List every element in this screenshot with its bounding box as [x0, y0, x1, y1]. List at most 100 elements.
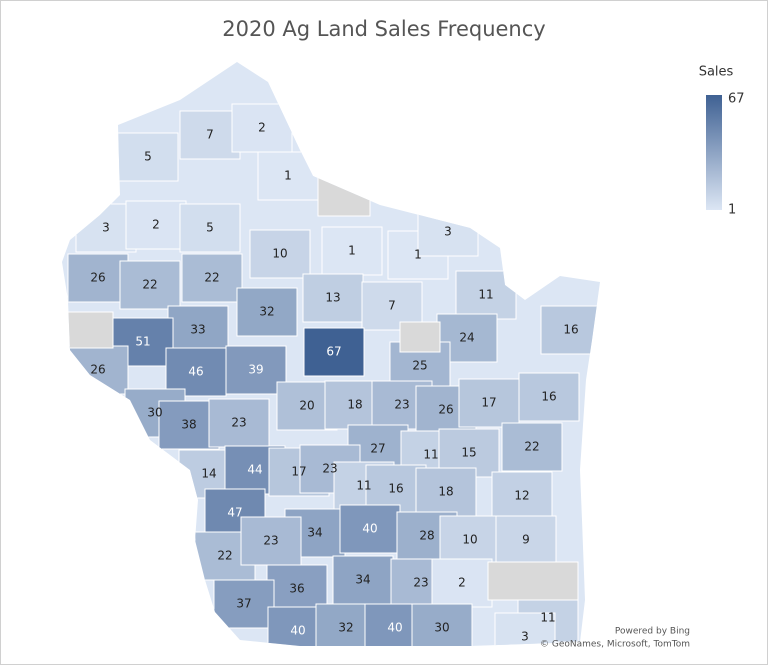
county-label: 34 — [355, 573, 370, 587]
county-label: 40 — [387, 621, 402, 635]
county-label: 44 — [247, 463, 262, 477]
legend-gradient — [706, 95, 722, 210]
county-label: 18 — [438, 485, 453, 499]
county-label: 18 — [347, 398, 362, 412]
county-label: 11 — [540, 611, 555, 625]
county-label: 7 — [388, 299, 396, 313]
county-label: 7 — [206, 128, 214, 142]
county-label: 20 — [299, 399, 314, 413]
county-label: 32 — [338, 621, 353, 635]
county-label: 25 — [412, 359, 427, 373]
no-data-county — [399, 321, 441, 353]
county — [501, 422, 563, 472]
county-label: 30 — [434, 621, 449, 635]
county-label: 3 — [521, 630, 529, 644]
county — [518, 372, 580, 422]
county — [458, 378, 520, 428]
county — [495, 515, 557, 565]
county-label: 3 — [102, 221, 110, 235]
county-label: 23 — [263, 534, 278, 548]
county-label: 9 — [522, 533, 530, 547]
county — [117, 132, 179, 182]
county — [415, 467, 477, 517]
county-label: 22 — [142, 278, 157, 292]
county-label: 12 — [514, 489, 529, 503]
county-label: 5 — [144, 150, 152, 164]
county-label: 28 — [419, 529, 434, 543]
county-label: 10 — [462, 533, 477, 547]
county-label: 33 — [190, 323, 205, 337]
county-label: 11 — [356, 479, 371, 493]
county — [181, 253, 243, 303]
county-label: 22 — [217, 549, 232, 563]
county-label: 40 — [290, 624, 305, 638]
county-label: 26 — [90, 271, 105, 285]
county-label: 15 — [461, 446, 476, 460]
county-label: 24 — [459, 331, 474, 345]
county-label: 38 — [181, 418, 196, 432]
county-label: 23 — [394, 398, 409, 412]
county-label: 1 — [284, 169, 292, 183]
county-label: 39 — [248, 363, 263, 377]
map-title: 2020 Ag Land Sales Frequency — [222, 17, 545, 41]
county-label: 10 — [272, 247, 287, 261]
county-label: 36 — [289, 582, 304, 596]
county — [249, 229, 311, 279]
county-label: 67 — [326, 345, 341, 359]
county-label: 30 — [147, 406, 162, 420]
county-label: 37 — [236, 597, 251, 611]
county-label: 1 — [348, 244, 356, 258]
county-label: 1 — [414, 248, 422, 262]
county-label: 47 — [227, 506, 242, 520]
county-label: 17 — [481, 396, 496, 410]
county — [236, 287, 298, 337]
county — [439, 515, 501, 565]
no-data-county — [67, 311, 114, 349]
county-label: 46 — [188, 365, 203, 379]
county-label: 32 — [259, 305, 274, 319]
county-label: 11 — [423, 448, 438, 462]
county-label: 23 — [413, 576, 428, 590]
legend-min: 1 — [728, 203, 736, 218]
county-label: 27 — [370, 442, 385, 456]
county — [240, 516, 302, 566]
county-label: 22 — [204, 271, 219, 285]
county — [179, 110, 241, 160]
county-label: 40 — [362, 522, 377, 536]
county-label: 22 — [524, 440, 539, 454]
county — [303, 327, 365, 377]
county-label: 16 — [563, 323, 578, 337]
county-label: 34 — [307, 526, 322, 540]
county-label: 2 — [458, 576, 466, 590]
county — [208, 398, 270, 448]
county-label: 51 — [135, 335, 150, 349]
county-label: 2 — [152, 218, 160, 232]
attribution: © GeoNames, Microsoft, TomTom — [540, 640, 690, 650]
county — [213, 579, 275, 629]
county-label: 2 — [258, 121, 266, 135]
county — [540, 305, 600, 355]
county — [119, 260, 181, 310]
county — [179, 203, 241, 253]
county-label: 11 — [478, 288, 493, 302]
county-label: 13 — [325, 291, 340, 305]
county — [332, 555, 394, 605]
county — [302, 273, 364, 323]
county — [431, 558, 493, 608]
county — [67, 253, 129, 303]
county — [321, 226, 383, 276]
county-label: 26 — [438, 403, 453, 417]
county-label: 16 — [541, 390, 556, 404]
county-label: 5 — [206, 221, 214, 235]
county-label: 14 — [201, 467, 216, 481]
legend-max: 67 — [728, 92, 745, 107]
county-label: 23 — [322, 462, 337, 476]
attribution: Powered by Bing — [615, 627, 690, 637]
county — [225, 345, 287, 395]
county-label: 3 — [444, 225, 452, 239]
county-label: 17 — [291, 465, 306, 479]
county-label: 16 — [388, 482, 403, 496]
county-label: 23 — [231, 416, 246, 430]
